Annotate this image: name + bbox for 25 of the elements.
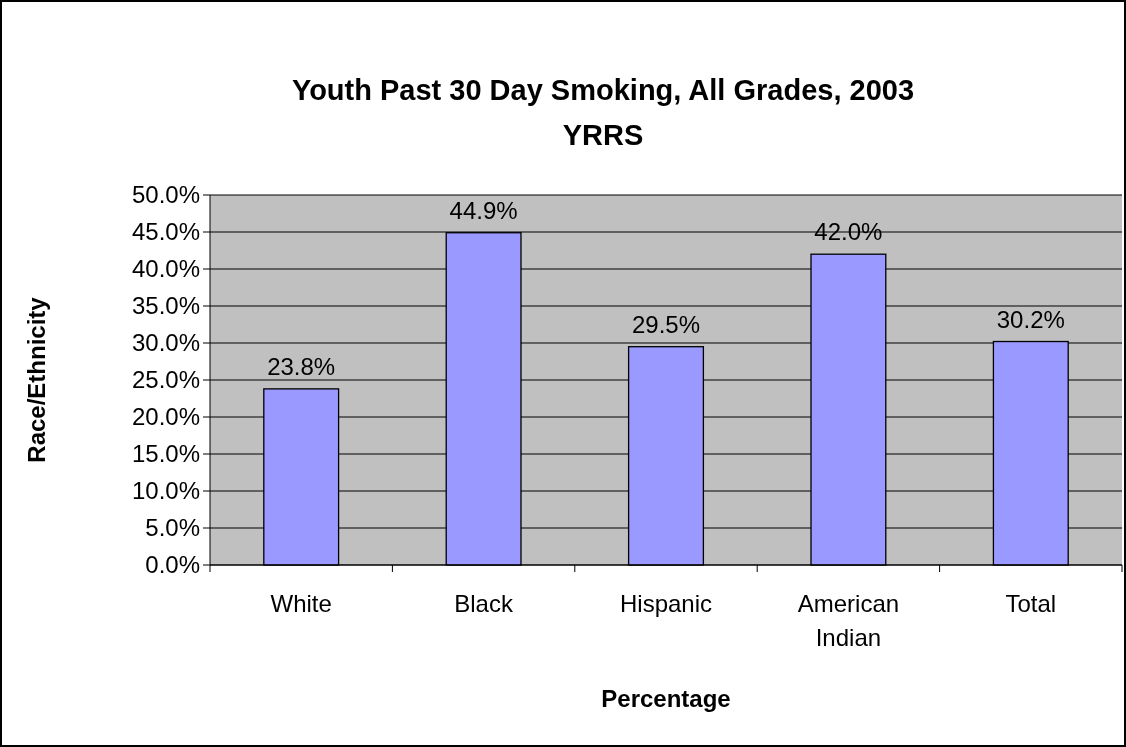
data-label: 29.5% — [631, 310, 701, 338]
chart-subtitle: YRRS — [562, 119, 644, 151]
data-label: 30.2% — [996, 305, 1065, 333]
data-label: 42.0% — [814, 218, 883, 246]
x-tick-label: Black — [454, 590, 514, 617]
y-tick-label: 45.0% — [131, 218, 200, 246]
x-tick-label: American Indian — [797, 590, 900, 651]
y-tick-label: 25.0% — [131, 366, 200, 394]
data-label: 44.9% — [449, 196, 518, 224]
x-axis-title: Percentage — [601, 685, 731, 712]
y-tick-label: 10.0% — [131, 477, 200, 505]
y-tick-label: 20.0% — [131, 403, 200, 431]
y-tick-label: 5.0% — [145, 514, 200, 542]
y-tick-label: 35.0% — [131, 292, 200, 320]
y-tick-label: 15.0% — [131, 440, 200, 468]
y-axis-title: Race/Ethnicity — [23, 296, 50, 463]
data-label: 23.8% — [267, 352, 336, 380]
y-tick-label: 50.0% — [131, 181, 200, 209]
chart-title: Youth Past 30 Day Smoking, All Grades, 2003 — [291, 74, 915, 106]
x-tick-label: White — [270, 590, 332, 617]
y-tick-label: 30.0% — [131, 329, 200, 357]
y-tick-label: 0.0% — [145, 551, 200, 579]
x-tick-label: Hispanic — [619, 590, 713, 617]
x-tick-label: Total — [1005, 590, 1057, 617]
y-tick-label: 40.0% — [131, 255, 200, 283]
